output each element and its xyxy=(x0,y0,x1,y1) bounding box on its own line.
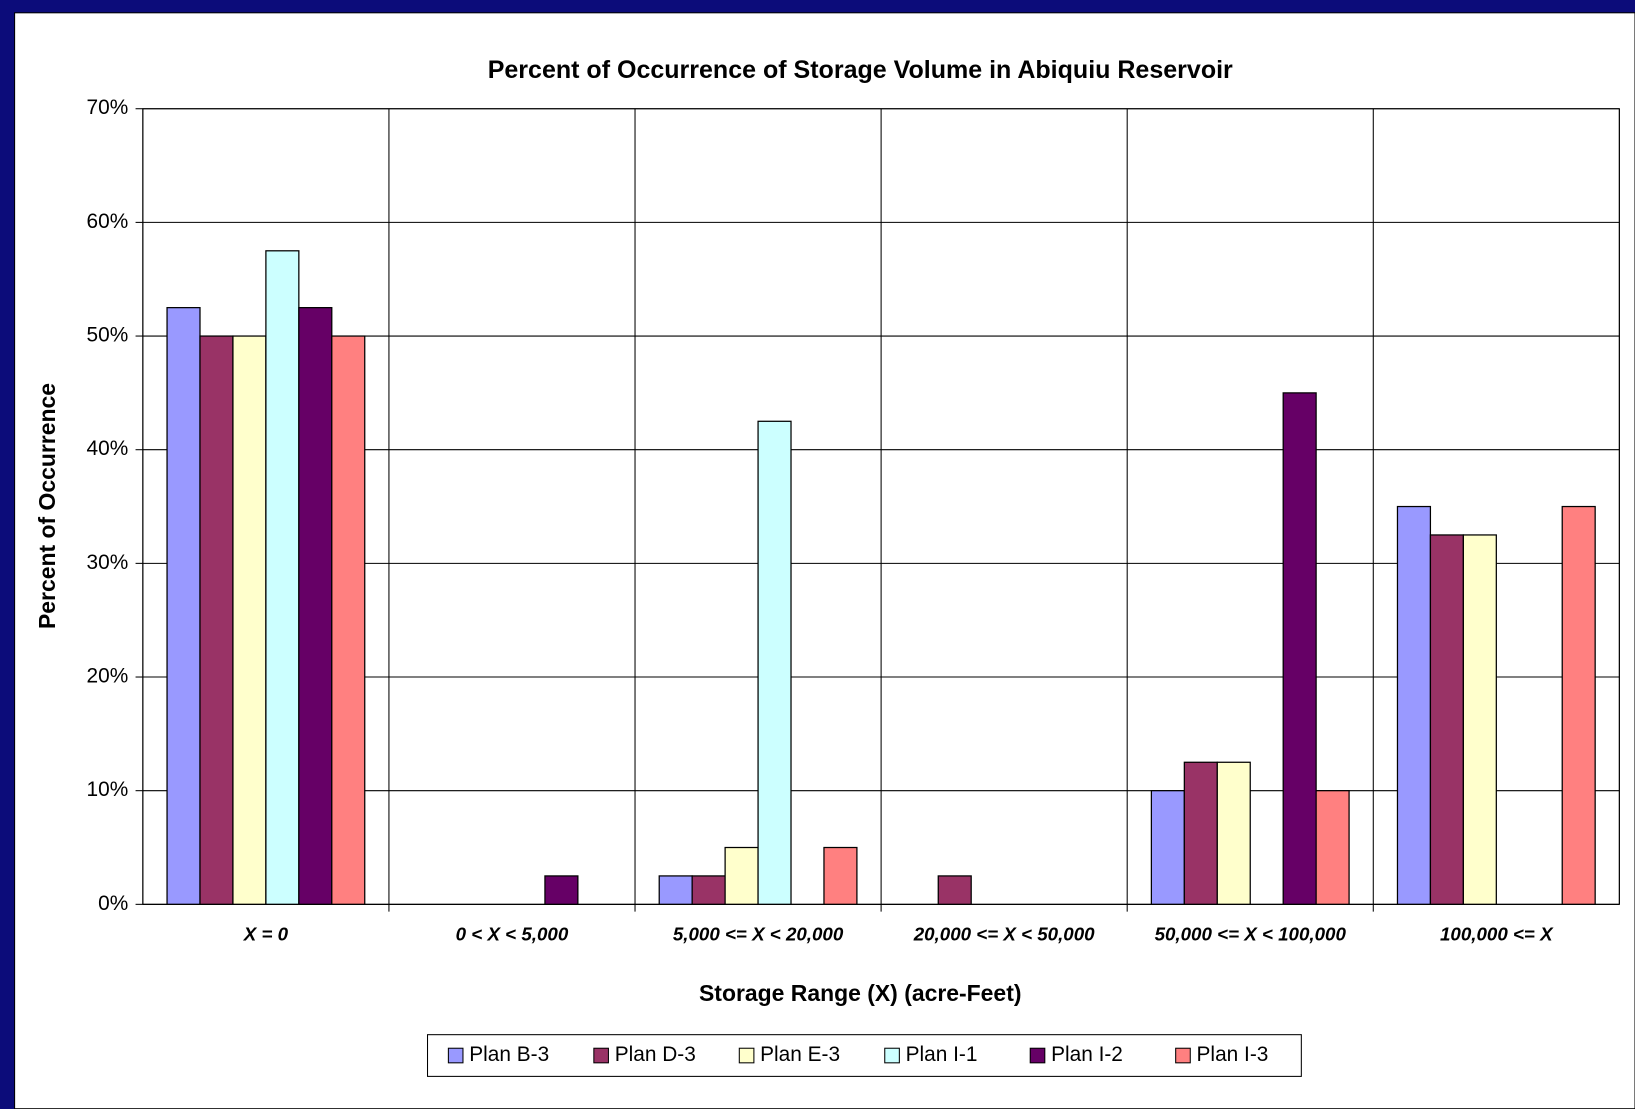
x-tick-label: X = 0 xyxy=(243,924,289,945)
bar xyxy=(199,335,234,905)
x-tick-label: 0 < X < 5,000 xyxy=(456,924,569,945)
bar xyxy=(1150,790,1185,905)
x-tick-label: 100,000 <= X xyxy=(1440,924,1554,945)
bar xyxy=(1216,761,1251,905)
bar xyxy=(691,875,726,905)
bar xyxy=(1561,505,1596,905)
legend-label: Plan I-1 xyxy=(906,1043,978,1066)
bar xyxy=(1282,392,1317,905)
y-tick-label: 50% xyxy=(87,324,129,347)
bar xyxy=(1429,534,1464,905)
bar xyxy=(298,307,333,905)
x-tick-label: 5,000 <= X < 20,000 xyxy=(673,924,844,945)
y-tick-label: 0% xyxy=(98,892,128,915)
bar xyxy=(232,335,267,905)
bar xyxy=(757,420,792,905)
legend-box xyxy=(426,1034,1302,1077)
chart-title: Percent of Occurrence of Storage Volume … xyxy=(488,56,1233,84)
legend-label: Plan B-3 xyxy=(469,1043,549,1066)
y-tick-label: 60% xyxy=(87,210,129,233)
bar xyxy=(166,307,201,905)
y-axis-title: Percent of Occurrence xyxy=(34,383,60,629)
y-tick-label: 70% xyxy=(87,96,129,119)
bar xyxy=(937,875,972,905)
legend-swatch xyxy=(1029,1047,1046,1064)
y-tick-label: 30% xyxy=(87,551,129,574)
x-tick-label: 20,000 <= X < 50,000 xyxy=(913,924,1095,945)
legend-swatch xyxy=(884,1047,900,1064)
legend-swatch xyxy=(1175,1047,1191,1064)
legend-swatch xyxy=(738,1047,755,1064)
bar xyxy=(724,846,759,905)
y-tick-label: 40% xyxy=(87,437,129,460)
bar xyxy=(658,875,693,905)
legend-label: Plan I-2 xyxy=(1051,1043,1123,1066)
bar xyxy=(265,250,300,905)
x-axis-title: Storage Range (X) (acre-Feet) xyxy=(699,980,1021,1006)
legend: Plan B-3 Plan D-3 Plan E-3 Plan I-1 Plan I-2… xyxy=(426,1034,1302,1077)
bar xyxy=(544,875,579,905)
bar xyxy=(1315,790,1350,905)
y-tick-label: 10% xyxy=(87,778,129,801)
legend-label: Plan E-3 xyxy=(760,1043,840,1066)
legend-label: Plan I-3 xyxy=(1197,1043,1269,1066)
bar xyxy=(1462,534,1497,905)
bar xyxy=(1396,505,1432,905)
bar xyxy=(1183,761,1218,905)
legend-swatch xyxy=(447,1047,464,1064)
legend-swatch xyxy=(593,1047,609,1064)
bar xyxy=(823,846,858,905)
bar xyxy=(331,335,366,905)
x-tick-label: 50,000 <= X < 100,000 xyxy=(1155,924,1347,945)
legend-label: Plan D-3 xyxy=(615,1043,696,1066)
y-tick-label: 20% xyxy=(87,665,129,688)
